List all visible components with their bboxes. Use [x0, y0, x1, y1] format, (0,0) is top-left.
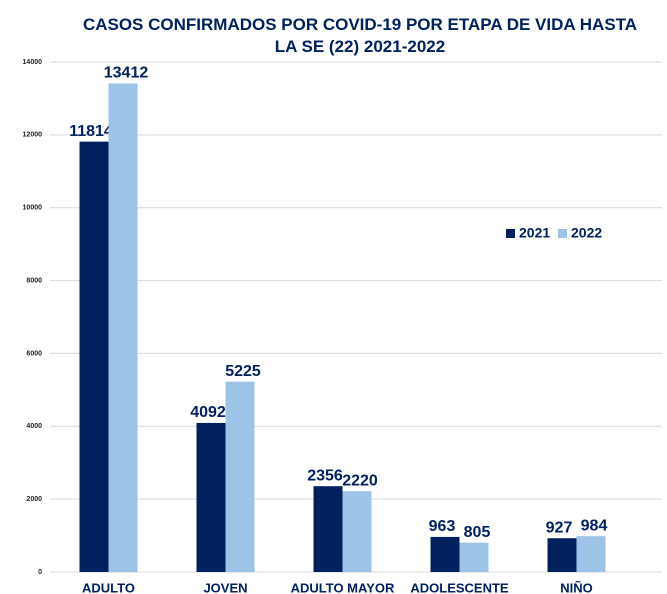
- legend-swatch: [506, 229, 515, 238]
- bar: [108, 83, 138, 573]
- bar: [313, 486, 343, 572]
- y-tick-label: 0: [38, 569, 42, 576]
- x-tick-label: ADULTO: [82, 580, 135, 594]
- y-tick-label: 2000: [26, 496, 42, 503]
- value-label: 13412: [104, 65, 149, 82]
- value-label: 2220: [342, 472, 378, 489]
- value-label: 963: [429, 518, 456, 535]
- y-tick-label: 6000: [26, 350, 42, 357]
- legend-swatch: [558, 229, 567, 238]
- value-label: 927: [546, 519, 573, 536]
- y-tick-label: 10000: [23, 205, 43, 212]
- x-tick-label: ADULTO MAYOR: [291, 580, 395, 594]
- y-tick-label: 8000: [26, 277, 42, 284]
- x-tick-label: JOVEN: [203, 580, 247, 594]
- y-tick-label: 14000: [23, 59, 43, 66]
- bar: [196, 422, 226, 572]
- x-tick-label: ADOLESCENTE: [410, 580, 509, 594]
- value-label: 805: [464, 524, 491, 541]
- value-label: 984: [581, 517, 608, 534]
- bar: [430, 536, 460, 572]
- legend-label: 2021: [519, 225, 550, 241]
- value-label: 2356: [307, 467, 343, 484]
- legend-label: 2022: [571, 225, 602, 241]
- bar: [342, 491, 372, 572]
- bar: [576, 536, 606, 572]
- bar: [79, 141, 109, 572]
- x-tick-label: NIÑO: [560, 580, 593, 594]
- bar: [225, 381, 255, 572]
- y-tick-label: 12000: [23, 132, 43, 139]
- y-tick-label: 4000: [26, 423, 42, 430]
- bar: [459, 542, 489, 572]
- value-label: 11814: [69, 123, 113, 140]
- bar: [547, 538, 577, 572]
- chart-title: CASOS CONFIRMADOS POR COVID-19 POR ETAPA…: [82, 15, 638, 56]
- value-label: 5225: [225, 363, 261, 380]
- value-label: 4092: [190, 404, 226, 421]
